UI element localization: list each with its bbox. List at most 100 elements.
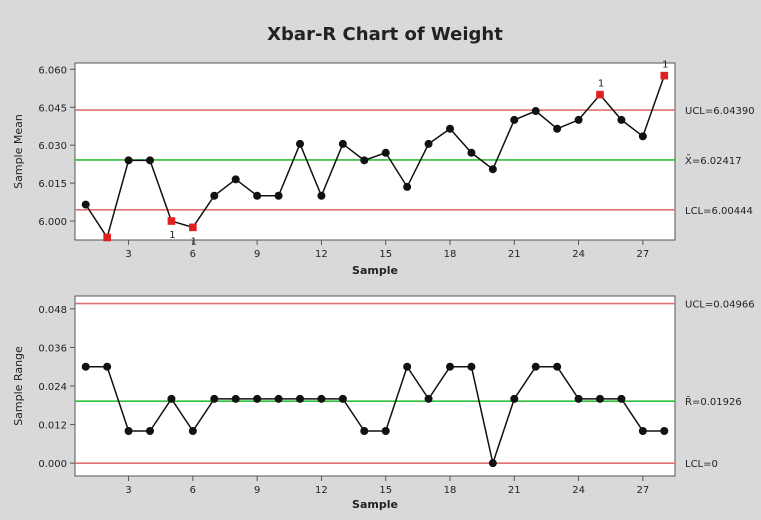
data-point bbox=[146, 427, 154, 435]
data-point bbox=[338, 394, 347, 403]
x-tick-label: 9 bbox=[254, 249, 260, 260]
xbar-panel: UCL=6.04390 X̄=6.02417 LCL=6.00444 3 6 9 12 15 1… bbox=[12, 60, 755, 277]
ucl-label: UCL=0.04966 bbox=[685, 300, 755, 311]
x-tick-label: 6 bbox=[190, 249, 196, 260]
flag-label: 1 bbox=[191, 236, 197, 247]
x-tick-label: 12 bbox=[315, 249, 328, 260]
flagged-point bbox=[660, 71, 669, 80]
data-point bbox=[360, 156, 369, 165]
data-point bbox=[574, 394, 583, 403]
plot-area bbox=[74, 62, 676, 241]
lcl-label: LCL=0 bbox=[685, 459, 718, 470]
data-point bbox=[381, 148, 390, 157]
x-tick-label: 12 bbox=[315, 485, 328, 496]
x-tick-label: 3 bbox=[125, 249, 131, 260]
data-point bbox=[188, 427, 197, 435]
data-point bbox=[660, 427, 669, 435]
data-point bbox=[274, 191, 283, 200]
y-tick-label: 0.024 bbox=[38, 382, 67, 393]
data-point bbox=[638, 427, 647, 435]
y-tick-label: 0.036 bbox=[38, 343, 67, 354]
series-line bbox=[85, 365, 665, 466]
data-point bbox=[467, 148, 476, 157]
data-point bbox=[596, 394, 604, 403]
flag-label: 1 bbox=[662, 60, 668, 71]
data-point bbox=[403, 182, 412, 191]
data-point bbox=[553, 124, 562, 133]
flagged-point bbox=[596, 90, 604, 99]
data-point bbox=[488, 459, 497, 468]
data-point bbox=[510, 394, 519, 403]
data-point bbox=[210, 191, 219, 200]
data-point bbox=[403, 362, 412, 371]
data-point bbox=[553, 362, 562, 371]
range-panel: UCL=0.04966 R̄=0.01926 LCL=0 3 6 9 12 15 18 21 24 2… bbox=[12, 295, 755, 511]
x-tick-label: 18 bbox=[444, 485, 457, 496]
data-point bbox=[338, 139, 347, 148]
x-tick-label: 6 bbox=[190, 485, 196, 496]
x-tick-label: 24 bbox=[572, 249, 585, 260]
data-point bbox=[231, 175, 240, 184]
y-tick-label: 0.048 bbox=[38, 305, 67, 316]
data-point bbox=[531, 107, 540, 116]
data-point bbox=[296, 394, 304, 403]
y-tick-label: 0.012 bbox=[38, 421, 67, 432]
x-tick-label: 15 bbox=[379, 485, 392, 496]
x-tick-label: 18 bbox=[444, 249, 457, 260]
data-point bbox=[488, 165, 497, 174]
data-point bbox=[446, 124, 454, 133]
data-point bbox=[617, 394, 626, 403]
x-tick-label: 21 bbox=[508, 249, 521, 260]
data-point bbox=[317, 394, 326, 403]
series-line bbox=[85, 75, 665, 240]
data-point bbox=[317, 191, 326, 200]
x-tick-label: 15 bbox=[379, 249, 392, 260]
data-point bbox=[231, 394, 240, 403]
flag-label: 1 bbox=[169, 230, 175, 241]
data-point bbox=[424, 139, 433, 148]
data-point bbox=[167, 394, 176, 403]
data-point bbox=[381, 427, 390, 435]
x-axis-label: Sample bbox=[352, 498, 398, 511]
x-tick-label: 21 bbox=[508, 485, 521, 496]
x-tick-label: 9 bbox=[254, 485, 260, 496]
data-point bbox=[296, 139, 304, 148]
center-label: X̄=6.02417 bbox=[685, 154, 742, 167]
y-axis-label: Sample Mean bbox=[12, 114, 25, 189]
chart-title: Xbar-R Chart of Weight bbox=[267, 24, 503, 45]
data-point bbox=[103, 362, 112, 371]
y-tick-label: 6.015 bbox=[38, 179, 67, 190]
center-label: R̄=0.01926 bbox=[685, 395, 742, 408]
x-tick-label: 27 bbox=[636, 485, 649, 496]
data-point bbox=[424, 394, 433, 403]
data-point bbox=[617, 115, 626, 124]
data-point bbox=[360, 427, 369, 435]
y-axis-label: Sample Range bbox=[12, 346, 25, 426]
y-tick-label: 6.030 bbox=[38, 141, 67, 152]
data-point bbox=[146, 156, 154, 165]
flagged-point bbox=[189, 223, 197, 232]
data-point bbox=[274, 394, 283, 403]
flagged-point bbox=[167, 217, 176, 225]
flag-label: 1 bbox=[598, 79, 604, 90]
data-point bbox=[446, 362, 454, 371]
flagged-point bbox=[103, 233, 111, 242]
lcl-label: LCL=6.00444 bbox=[685, 206, 753, 217]
data-point bbox=[510, 115, 519, 124]
plot-area bbox=[74, 295, 676, 477]
y-tick-label: 0.000 bbox=[38, 459, 67, 470]
y-tick-label: 6.060 bbox=[38, 65, 67, 76]
x-tick-label: 27 bbox=[636, 249, 649, 260]
data-point bbox=[253, 191, 262, 200]
y-tick-label: 6.045 bbox=[38, 103, 67, 114]
data-point bbox=[531, 362, 540, 371]
x-tick-label: 3 bbox=[125, 485, 131, 496]
data-point bbox=[210, 394, 219, 403]
x-tick-label: 24 bbox=[572, 485, 585, 496]
data-point bbox=[467, 362, 476, 371]
y-tick-label: 6.000 bbox=[38, 217, 67, 228]
ucl-label: UCL=6.04390 bbox=[685, 106, 755, 117]
data-point bbox=[81, 362, 90, 371]
